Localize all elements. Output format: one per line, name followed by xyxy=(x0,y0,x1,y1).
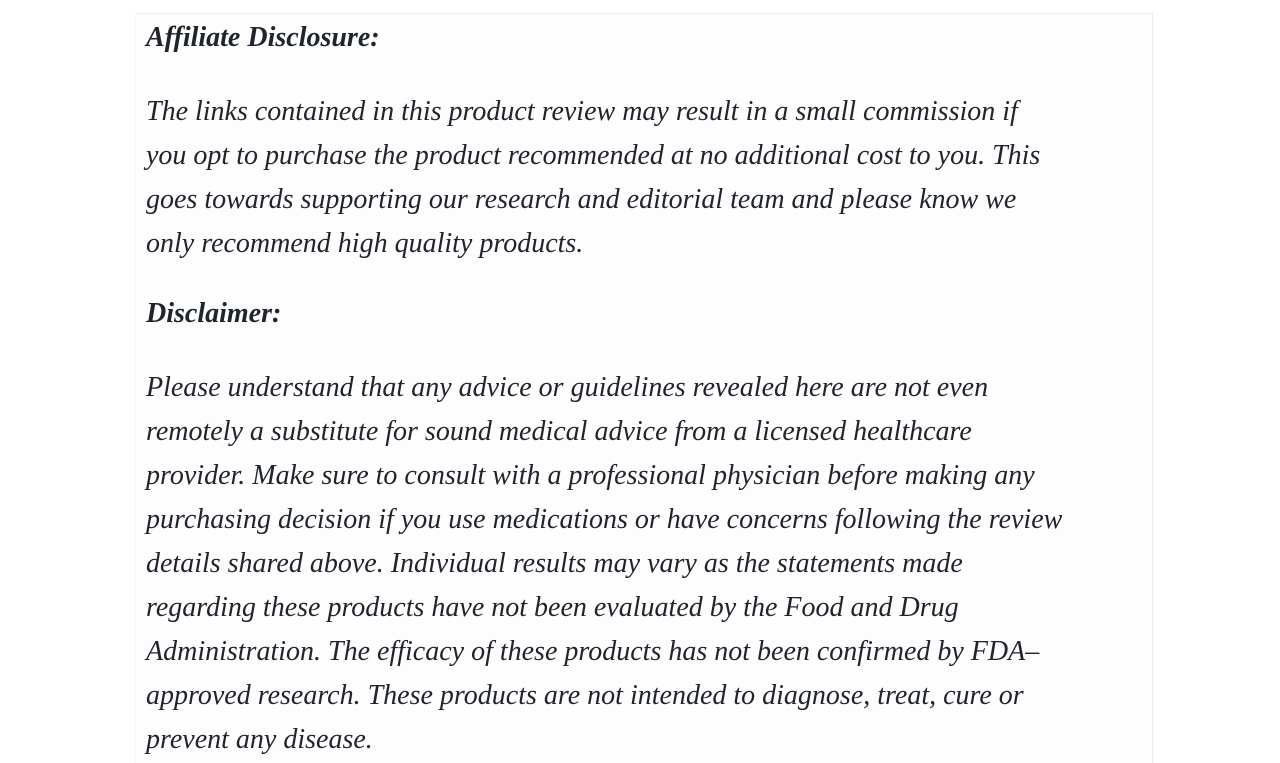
text-line: goes towards supporting our research and… xyxy=(146,184,1017,215)
text-line: provider. Make sure to consult with a pr… xyxy=(146,460,1035,491)
text-line: The links contained in this product revi… xyxy=(146,96,1018,127)
text-line: purchasing decision if you use medicatio… xyxy=(146,504,1063,535)
affiliate-disclosure-paragraph: The links contained in this product revi… xyxy=(146,90,1152,266)
text-line: only recommend high quality products. xyxy=(146,228,584,259)
text-line: you opt to purchase the product recommen… xyxy=(146,140,1041,171)
article-content-column: Affiliate Disclosure: The links containe… xyxy=(135,13,1153,763)
section-disclaimer: Disclaimer: Please understand that any a… xyxy=(146,292,1152,762)
disclaimer-heading: Disclaimer: xyxy=(146,298,282,329)
disclaimer-paragraph: Please understand that any advice or gui… xyxy=(146,366,1152,762)
text-line: regarding these products have not been e… xyxy=(146,592,959,623)
text-line: approved research. These products are no… xyxy=(146,680,1024,711)
text-line: remotely a substitute for sound medical … xyxy=(146,416,972,447)
text-line: prevent any disease. xyxy=(146,724,373,755)
affiliate-disclosure-heading: Affiliate Disclosure: xyxy=(146,22,380,53)
text-line: details shared above. Individual results… xyxy=(146,548,963,579)
section-affiliate-disclosure: Affiliate Disclosure: The links containe… xyxy=(146,16,1152,266)
text-line: Administration. The efficacy of these pr… xyxy=(146,636,1040,667)
text-line: Please understand that any advice or gui… xyxy=(146,372,989,403)
